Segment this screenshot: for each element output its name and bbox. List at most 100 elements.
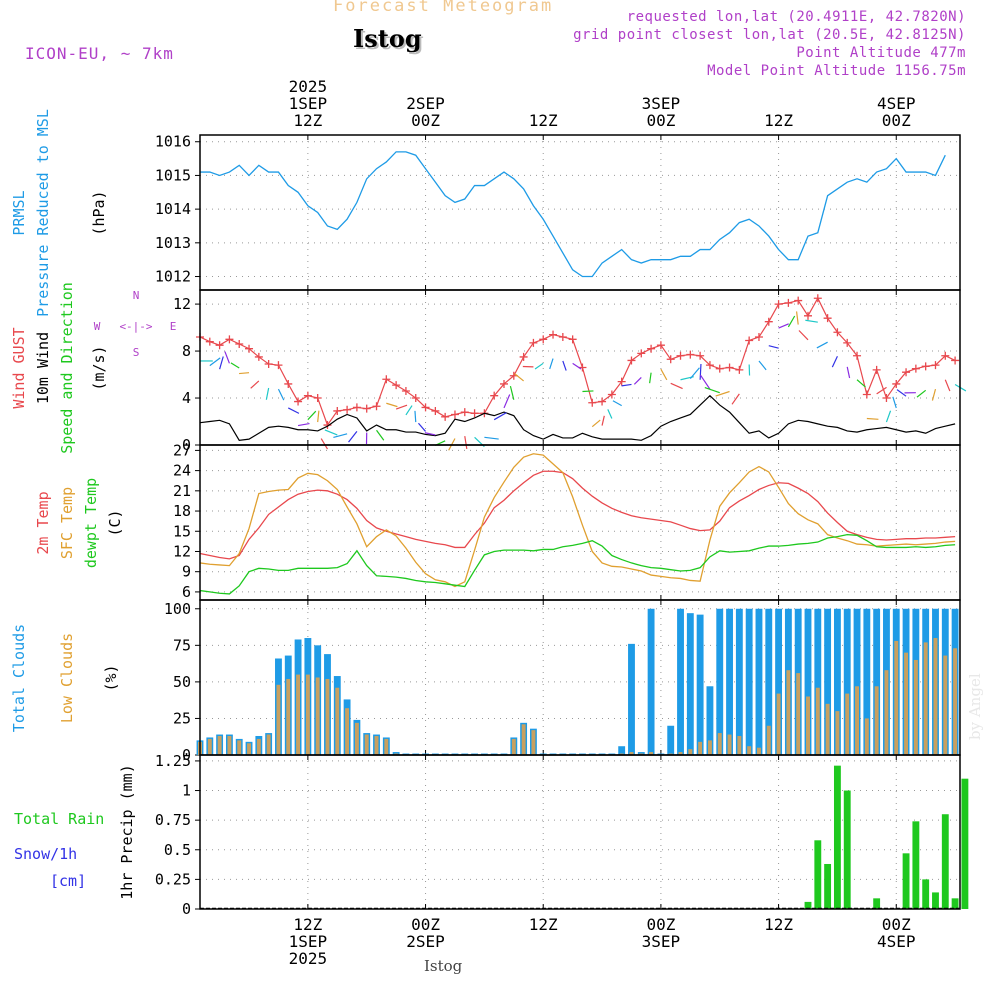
y-tick-label: 1014 bbox=[155, 200, 191, 218]
y-tick-label: 50 bbox=[173, 673, 191, 691]
y-tick-label: 9 bbox=[182, 563, 191, 581]
gust-marker bbox=[333, 406, 342, 415]
top-time-label: 4SEP bbox=[877, 94, 916, 113]
gust-marker bbox=[264, 359, 273, 368]
requested-coordinates: requested lon,lat (20.4911E, 42.7820N) bbox=[626, 9, 966, 25]
wind-unit: (m/s) bbox=[90, 345, 108, 390]
wind-direction-arrow bbox=[265, 387, 270, 400]
wind-direction-arrow bbox=[704, 386, 720, 394]
total-cloud-bar bbox=[686, 613, 694, 755]
gust-marker bbox=[225, 335, 234, 344]
rain-bar bbox=[902, 853, 910, 909]
gust-marker bbox=[588, 398, 597, 407]
low-cloud-bar bbox=[531, 730, 536, 755]
wind-direction-arrow bbox=[307, 410, 317, 421]
low-cloud-bar bbox=[247, 743, 251, 755]
clouds-unit: (%) bbox=[102, 664, 120, 691]
model-label: ICON-EU, ~ 7km bbox=[25, 44, 174, 63]
gust-marker bbox=[911, 364, 920, 373]
gust-marker bbox=[705, 361, 714, 370]
snow-unit: [cm] bbox=[50, 872, 86, 890]
gust-marker bbox=[529, 338, 538, 347]
gust-marker bbox=[284, 379, 293, 388]
bottom-time-label: 12Z bbox=[293, 915, 322, 934]
y-tick-label: 0 bbox=[182, 436, 191, 454]
gust-marker bbox=[853, 351, 862, 360]
wind-direction-arrow bbox=[607, 409, 613, 419]
low-cloud-bar bbox=[227, 735, 232, 755]
dewpoint-line bbox=[199, 533, 956, 595]
low-cloud-bar bbox=[845, 693, 850, 755]
low-cloud-bar bbox=[266, 734, 271, 755]
wind-direction-arrow bbox=[601, 415, 605, 426]
gust-marker bbox=[921, 362, 930, 371]
wind-direction-arrow bbox=[424, 432, 436, 436]
gust-marker bbox=[500, 379, 508, 388]
wind-direction-arrow bbox=[239, 372, 250, 375]
wind-direction-arrow bbox=[464, 436, 468, 450]
y-tick-label: 24 bbox=[173, 462, 191, 480]
gust-marker bbox=[392, 381, 401, 390]
gust-marker bbox=[882, 394, 891, 403]
wind-direction-arrow bbox=[795, 311, 799, 325]
wind-direction-arrow bbox=[209, 357, 221, 367]
gust-marker bbox=[951, 356, 960, 365]
y-tick-label: 0 bbox=[182, 746, 191, 764]
wind-direction-arrow bbox=[621, 383, 632, 387]
top-time-label: 1SEP bbox=[289, 94, 328, 113]
gust-marker bbox=[470, 409, 479, 418]
gust-marker bbox=[401, 386, 410, 395]
low-cloud-bar bbox=[315, 677, 320, 755]
low-cloud-bar bbox=[345, 708, 350, 755]
wind-direction-arrow bbox=[866, 417, 879, 420]
rain-bar bbox=[912, 821, 920, 909]
gust-marker bbox=[549, 330, 558, 339]
wind-direction-arrow bbox=[320, 438, 328, 450]
wind-direction-arrow bbox=[297, 422, 310, 427]
wind-direction-arrow bbox=[612, 400, 622, 407]
low-cloud-bar bbox=[786, 670, 791, 755]
wind-direction-arrow bbox=[931, 388, 937, 401]
bottom-time-label: 12Z bbox=[764, 915, 793, 934]
low-cloud-bar bbox=[825, 703, 830, 755]
total-cloud-bar bbox=[873, 608, 881, 755]
y-tick-label: 0 bbox=[182, 900, 191, 918]
low-cloud-bar bbox=[384, 738, 389, 755]
wind-direction-arrow bbox=[386, 402, 398, 408]
gust-marker bbox=[941, 351, 950, 360]
wind-direction-arrow bbox=[846, 366, 851, 379]
bottom-time-label: 3SEP bbox=[642, 932, 681, 951]
rain-bar bbox=[804, 901, 812, 909]
gust-marker bbox=[686, 350, 695, 359]
gust-marker bbox=[843, 338, 852, 347]
snow-label: Snow/1h bbox=[14, 845, 77, 863]
wind-direction-arrow bbox=[493, 412, 507, 421]
rain-bar bbox=[843, 790, 851, 909]
compass-arrows: <-|-> bbox=[119, 320, 152, 333]
wind-direction-arrow bbox=[633, 376, 642, 385]
y-tick-label: 21 bbox=[173, 482, 191, 500]
gust-marker bbox=[735, 365, 744, 374]
model-altitude: Model Point Altitude 1156.75m bbox=[707, 63, 966, 79]
y-tick-label: 18 bbox=[173, 502, 191, 520]
low-cloud-bar bbox=[374, 735, 379, 755]
pressure-line bbox=[200, 151, 946, 278]
low-cloud-bar bbox=[256, 738, 261, 755]
total-cloud-bar bbox=[775, 608, 783, 755]
gust-marker bbox=[931, 361, 940, 370]
y-tick-label: 100 bbox=[164, 600, 191, 618]
gust-marker bbox=[343, 405, 352, 414]
gust-marker bbox=[715, 364, 724, 373]
total-cloud-bar bbox=[765, 608, 773, 755]
gust-label: Wind GUST bbox=[10, 327, 28, 408]
gust-marker bbox=[215, 341, 224, 350]
y-tick-label: 8 bbox=[182, 342, 191, 360]
temp-sfc-line bbox=[199, 453, 956, 588]
wind-direction-arrow bbox=[778, 323, 789, 329]
y-tick-label: 12 bbox=[173, 542, 191, 560]
y-tick-label: 1016 bbox=[155, 133, 191, 151]
wind-direction-arrow bbox=[591, 419, 601, 428]
y-tick-label: 27 bbox=[173, 441, 191, 459]
total-cloud-bar bbox=[696, 614, 704, 755]
wind-direction-arrow bbox=[549, 358, 554, 370]
